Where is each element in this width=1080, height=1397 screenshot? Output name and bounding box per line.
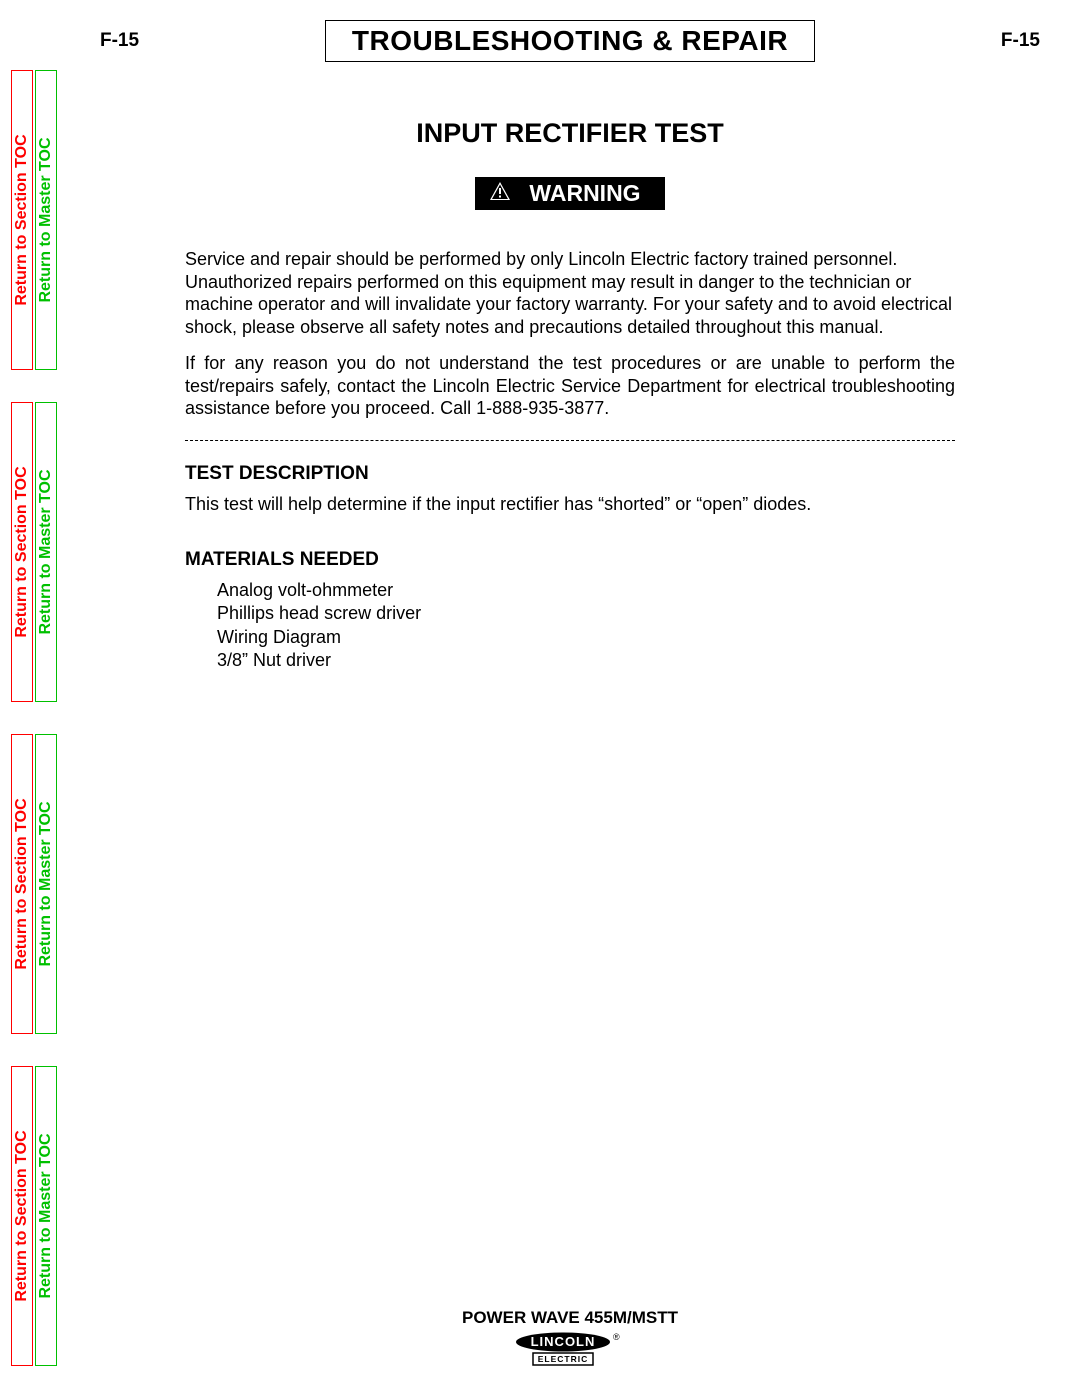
warning-badge: WARNING xyxy=(475,177,664,210)
test-description-heading: TEST DESCRIPTION xyxy=(185,463,955,485)
page-number-right: F-15 xyxy=(1001,30,1040,52)
return-section-toc-tab[interactable]: Return to Section TOC xyxy=(11,402,33,702)
page-content: F-15 TROUBLESHOOTING & REPAIR F-15 INPUT… xyxy=(90,20,1050,673)
material-item: 3/8” Nut driver xyxy=(217,649,955,672)
material-item: Wiring Diagram xyxy=(217,626,955,649)
return-section-toc-tab[interactable]: Return to Section TOC xyxy=(11,70,33,370)
return-section-toc-tab[interactable]: Return to Section TOC xyxy=(11,734,33,1034)
material-item: Phillips head screw driver xyxy=(217,602,955,625)
warning-paragraph-1: Service and repair should be performed b… xyxy=(185,248,955,338)
svg-text:®: ® xyxy=(613,1332,620,1342)
warning-paragraph-2: If for any reason you do not understand … xyxy=(185,352,955,420)
warning-label: WARNING xyxy=(529,180,640,207)
logo-bottom-text: ELECTRIC xyxy=(538,1354,589,1364)
footer-model: POWER WAVE 455M/MSTT xyxy=(90,1308,1050,1328)
return-section-toc-tab[interactable]: Return to Section TOC xyxy=(11,1066,33,1366)
section-title: INPUT RECTIFIER TEST xyxy=(185,118,955,149)
page-title: TROUBLESHOOTING & REPAIR xyxy=(325,20,815,62)
materials-heading: MATERIALS NEEDED xyxy=(185,549,955,571)
materials-list: Analog volt-ohmmeter Phillips head screw… xyxy=(185,579,955,673)
test-description-body: This test will help determine if the inp… xyxy=(185,493,955,516)
lincoln-electric-logo: LINCOLN ® ELECTRIC xyxy=(515,1332,625,1371)
return-master-toc-tab[interactable]: Return to Master TOC xyxy=(35,402,57,702)
page-number-left: F-15 xyxy=(100,30,139,52)
page-footer: POWER WAVE 455M/MSTT LINCOLN ® ELECTRIC xyxy=(90,1308,1050,1371)
warning-triangle-icon xyxy=(489,180,511,207)
return-master-toc-tab[interactable]: Return to Master TOC xyxy=(35,70,57,370)
material-item: Analog volt-ohmmeter xyxy=(217,579,955,602)
return-master-toc-tab[interactable]: Return to Master TOC xyxy=(35,1066,57,1366)
separator xyxy=(185,440,955,441)
side-toc-tabs: Return to Section TOC Return to Master T… xyxy=(11,0,71,1397)
page-header: F-15 TROUBLESHOOTING & REPAIR F-15 xyxy=(90,20,1050,68)
return-master-toc-tab[interactable]: Return to Master TOC xyxy=(35,734,57,1034)
logo-top-text: LINCOLN xyxy=(531,1334,596,1349)
